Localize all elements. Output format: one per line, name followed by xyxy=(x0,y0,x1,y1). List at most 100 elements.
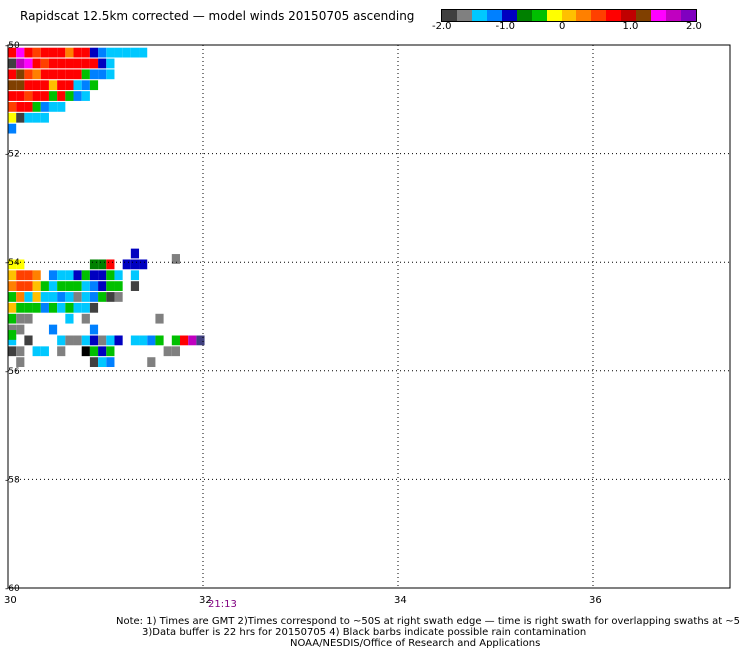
wind-cell xyxy=(106,292,115,302)
wind-cell xyxy=(8,270,17,281)
wind-cell xyxy=(57,335,66,346)
wind-cell xyxy=(16,80,25,91)
colorbar-segment xyxy=(486,10,502,21)
wind-cell xyxy=(65,302,74,313)
map-frame xyxy=(7,44,731,589)
wind-cell xyxy=(32,80,41,91)
wind-cell xyxy=(98,69,107,80)
wind-cell xyxy=(114,292,123,302)
wind-cell xyxy=(106,335,115,346)
wind-cell xyxy=(114,335,123,346)
wind-cell xyxy=(16,302,25,313)
wind-cell xyxy=(8,91,17,101)
graticule xyxy=(8,45,730,588)
wind-cell xyxy=(32,281,41,291)
lat-tick-label: -60 xyxy=(5,584,20,594)
wind-cell xyxy=(32,302,41,313)
wind-cell xyxy=(48,324,58,335)
wind-cell xyxy=(57,58,66,69)
wind-cell xyxy=(106,346,115,357)
wind-cell xyxy=(8,324,17,335)
wind-cell xyxy=(81,80,90,91)
wind-cell xyxy=(73,80,82,91)
wind-cell xyxy=(98,292,107,302)
wind-cell xyxy=(40,302,49,313)
wind-cell xyxy=(48,58,58,69)
wind-cell xyxy=(188,335,197,346)
colorbar-segment xyxy=(546,10,562,21)
colorbar-segment xyxy=(621,10,637,21)
colorbar-segment xyxy=(456,10,472,21)
wind-cell xyxy=(16,58,25,69)
wind-cell xyxy=(32,112,41,123)
wind-cell xyxy=(48,69,58,80)
wind-cell xyxy=(98,270,107,281)
wind-cell xyxy=(40,102,49,112)
wind-cell xyxy=(8,80,17,91)
wind-cell xyxy=(73,281,82,291)
wind-cell xyxy=(48,80,58,91)
wind-cell xyxy=(147,335,156,346)
wind-cell xyxy=(32,91,41,101)
wind-cell xyxy=(16,346,25,357)
axis-tick-labels: 3032343638404244-50-52-54-56-58-60 xyxy=(4,41,602,606)
wind-cell xyxy=(81,47,90,58)
colorbar-segment xyxy=(591,10,607,21)
wind-cell xyxy=(48,47,58,58)
wind-cell xyxy=(89,292,99,302)
wind-cell xyxy=(81,313,90,324)
wind-cell xyxy=(8,302,17,313)
wind-cell xyxy=(16,281,25,291)
wind-cell xyxy=(32,69,41,80)
wind-cell xyxy=(130,335,140,346)
wind-cell xyxy=(65,313,74,324)
wind-cell xyxy=(179,335,189,346)
wind-cell xyxy=(81,335,90,346)
wind-cell xyxy=(32,58,41,69)
wind-cell xyxy=(8,346,17,357)
lon-tick-label: 32 xyxy=(199,595,212,606)
colorbar-segment xyxy=(516,10,532,21)
wind-cell xyxy=(106,357,115,367)
wind-cell xyxy=(16,47,25,58)
wind-cell xyxy=(106,281,115,291)
wind-cell xyxy=(24,91,33,101)
colorbar-segment xyxy=(471,10,487,21)
wind-cell xyxy=(73,302,82,313)
wind-cell xyxy=(24,69,33,80)
colorbar-segment xyxy=(666,10,681,21)
wind-cell xyxy=(16,259,25,270)
wind-cell xyxy=(8,47,17,58)
wind-cell xyxy=(106,58,115,69)
wind-cell xyxy=(81,58,90,69)
wind-cell xyxy=(106,259,115,270)
wind-cell xyxy=(40,58,49,69)
wind-cell xyxy=(48,102,58,112)
wind-cell xyxy=(48,292,58,302)
wind-cell xyxy=(114,47,123,58)
lat-tick-label: -52 xyxy=(5,150,20,160)
wind-cell xyxy=(73,292,82,302)
wind-cell xyxy=(98,281,107,291)
note-line-2: 3)Data buffer is 22 hrs for 20150705 4) … xyxy=(142,627,587,638)
wind-cell xyxy=(24,80,33,91)
wind-cell xyxy=(24,335,33,346)
wind-cell xyxy=(65,335,74,346)
colorbar-segment xyxy=(636,10,652,21)
wind-cell xyxy=(89,259,99,270)
wind-cell xyxy=(57,91,66,101)
wind-cell xyxy=(8,335,17,346)
wind-cell xyxy=(139,259,148,270)
wind-cell xyxy=(24,281,33,291)
wind-cell xyxy=(16,313,25,324)
wind-cell xyxy=(24,313,33,324)
wind-cell xyxy=(81,292,90,302)
colorbar-label: -1.0 xyxy=(495,21,516,32)
wind-cell xyxy=(114,281,123,291)
wind-cell xyxy=(16,270,25,281)
wind-cell xyxy=(73,47,82,58)
wind-cell xyxy=(89,80,99,91)
colorbar-segment xyxy=(651,10,667,21)
wind-cell xyxy=(57,80,66,91)
wind-cell xyxy=(48,302,58,313)
